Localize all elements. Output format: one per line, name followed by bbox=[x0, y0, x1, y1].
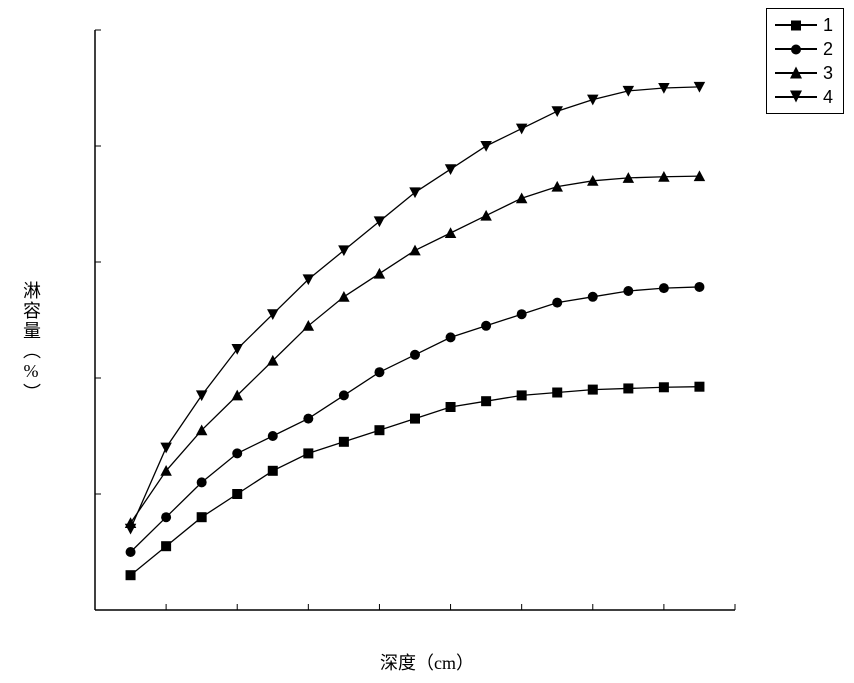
legend-label: 1 bbox=[823, 15, 833, 36]
legend-line bbox=[775, 96, 817, 98]
square-icon bbox=[791, 15, 801, 36]
legend-line bbox=[775, 72, 817, 74]
legend-label: 2 bbox=[823, 39, 833, 60]
legend-item-2: 2 bbox=[775, 37, 833, 61]
circle-icon bbox=[791, 39, 801, 60]
legend-label: 4 bbox=[823, 87, 833, 108]
plot-area bbox=[95, 30, 735, 610]
legend-line bbox=[775, 24, 817, 26]
triangle-up-icon bbox=[790, 63, 802, 84]
y-axis-label: 淋容量（%） bbox=[18, 281, 44, 403]
legend-item-4: 4 bbox=[775, 85, 833, 109]
legend-label: 3 bbox=[823, 63, 833, 84]
chart-container: 淋容量（%） 深度（cm） 1 2 3 bbox=[0, 0, 854, 683]
legend-item-3: 3 bbox=[775, 61, 833, 85]
legend: 1 2 3 4 bbox=[766, 8, 844, 114]
plot-svg bbox=[95, 30, 735, 610]
triangle-down-icon bbox=[790, 87, 802, 108]
legend-line bbox=[775, 48, 817, 50]
legend-item-1: 1 bbox=[775, 13, 833, 37]
x-axis-label: 深度（cm） bbox=[0, 649, 854, 675]
